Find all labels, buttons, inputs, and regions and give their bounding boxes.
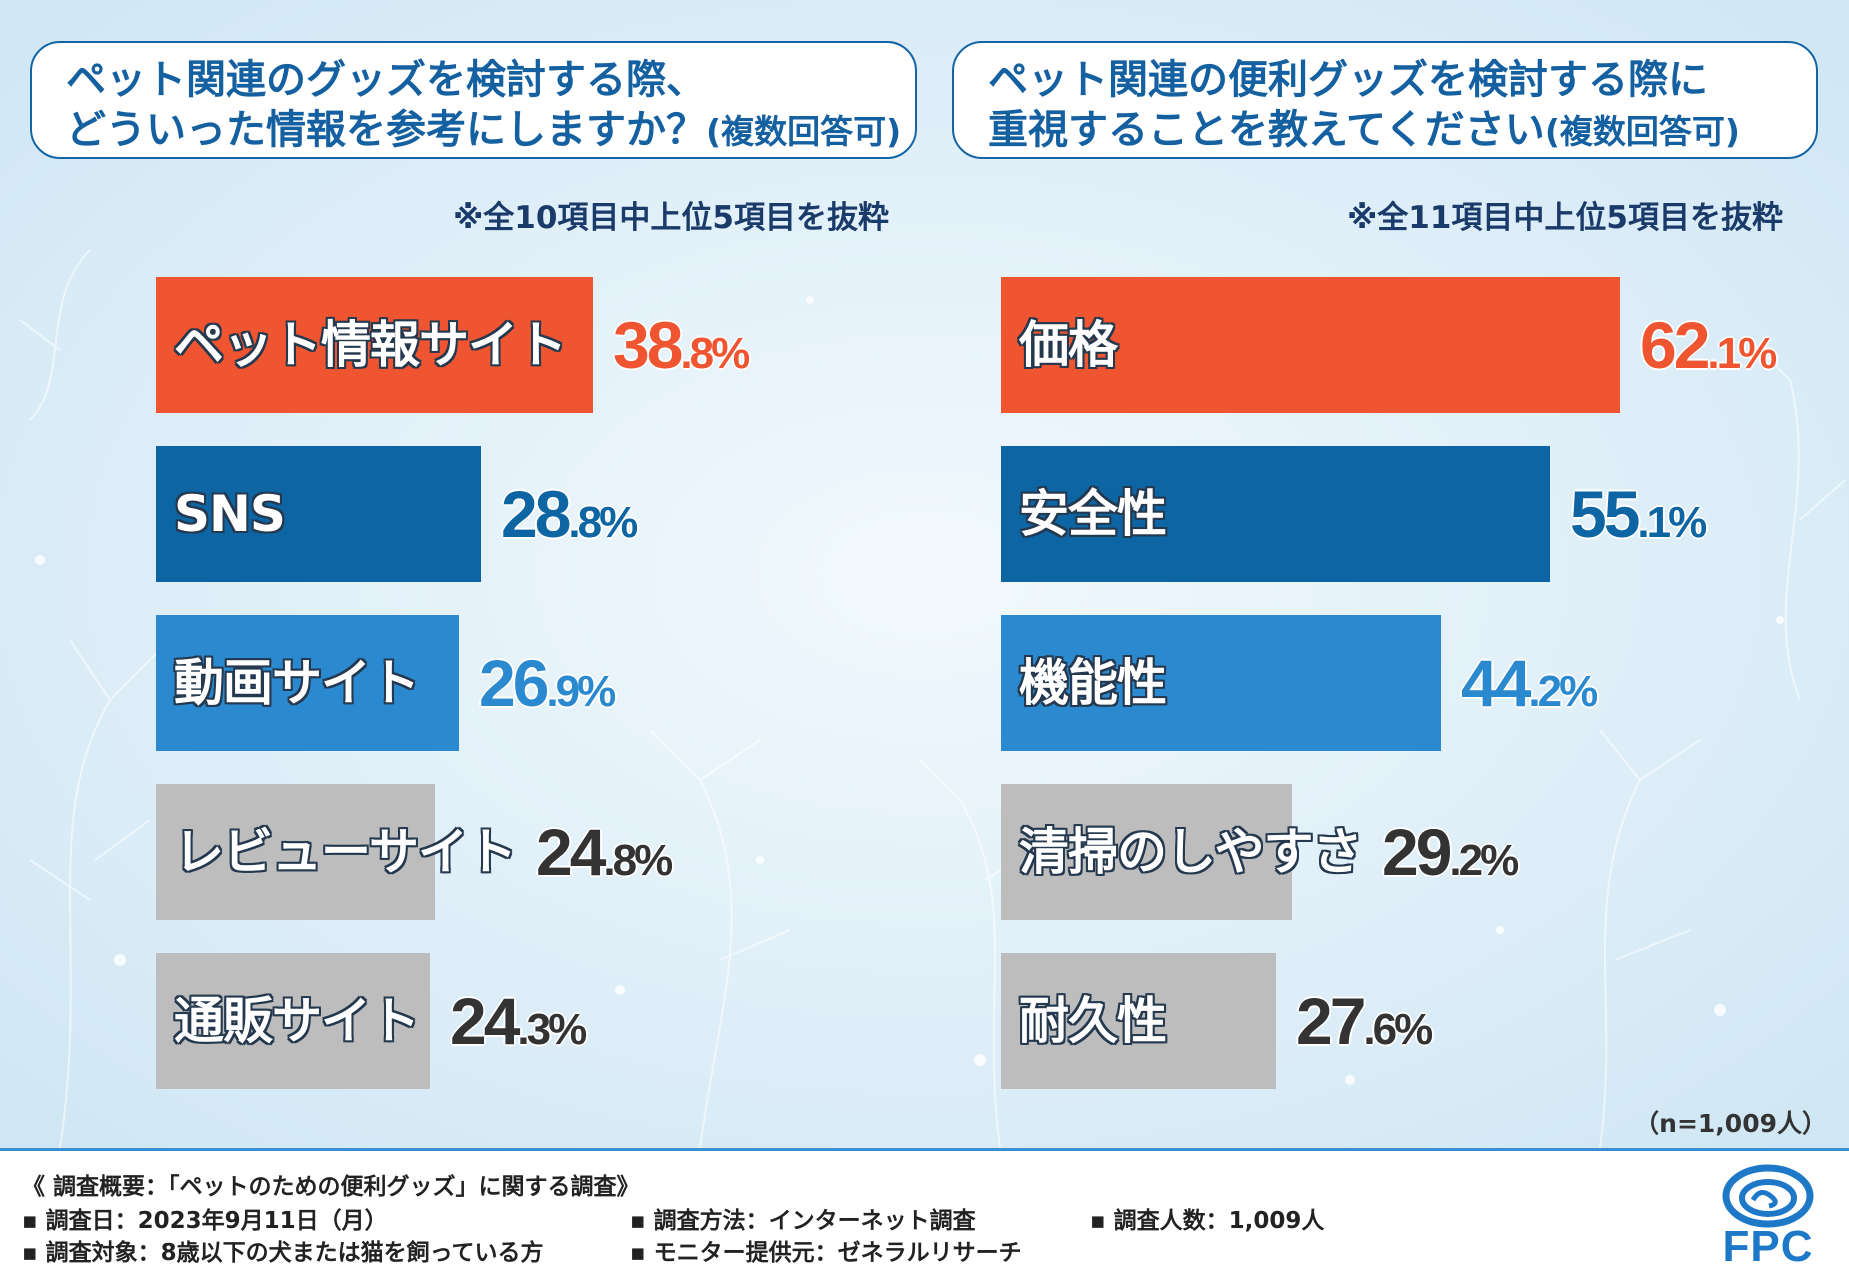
right-bar-2 [1001,446,1550,582]
right-bar-label-3: 機能性 [1019,654,1167,712]
left-bar-value-int-3: 26 [479,646,549,720]
right-bar-label-4: 清掃のしやすさ [1019,823,1362,881]
right-bar-1 [1001,277,1620,413]
right-bar-value-2: 55.1% [1570,446,1707,582]
left-bar-value-dec-5: .3% [517,1005,587,1054]
right-bar-chart: 価格 62.1% 安全性 55.1% 機能性 44.2% 清掃のしやすさ 29.2% 耐久性 27… [1001,277,1777,1089]
fpc-logo-text: FPC [1722,1222,1814,1271]
survey-target: ▪ 調査対象：8歳以下の犬または猫を飼っている方 [22,1240,544,1266]
right-bar-value-int-4: 29 [1382,815,1452,889]
left-bar-value-1: 38.8% [613,277,750,413]
survey-footer: 《 調査概要：「ペットのための便利グッズ」に関する調査》 ▪ 調査日：2023年… [0,1148,1849,1283]
left-bar-value-4: 24.8% [536,784,673,920]
left-question-box: ペット関連のグッズを検討する際、 どういった情報を参考にしますか？(複数回答可) [30,41,917,159]
left-bar-5 [156,953,430,1089]
left-question-text: どういった情報を参考にしますか？ [66,107,706,153]
left-question-suffix: (複数回答可) [706,112,902,151]
right-bar-label-2: 安全性 [1019,485,1167,543]
right-bar-value-int-5: 27 [1296,984,1366,1058]
left-question-line1: ペット関連のグッズを検討する際、 [66,57,706,103]
left-bar-value-int-1: 38 [613,308,683,382]
fpc-logo: FPC [1709,1160,1827,1272]
right-bar-label-1: 価格 [1019,316,1118,374]
left-bar-4 [156,784,435,920]
right-bar-5 [1001,953,1276,1089]
left-bar-label-5: 通販サイト [174,992,420,1050]
left-bar-label-4: レビューサイト [174,823,517,881]
left-question-line2: どういった情報を参考にしますか？(複数回答可) [66,105,915,157]
left-bar-label-3: 動画サイト [174,654,420,712]
right-bar-3 [1001,615,1441,751]
right-question-line1: ペット関連の便利グッズを検討する際に [988,57,1708,103]
left-bar-value-5: 24.3% [450,953,587,1089]
left-bar-value-int-4: 24 [536,815,606,889]
left-bar-3 [156,615,459,751]
survey-provider: ▪ モニター提供元：ゼネラルリサーチ [630,1240,1022,1266]
right-bar-value-int-2: 55 [1570,477,1640,551]
left-bar-value-dec-1: .8% [680,329,750,378]
left-bar-value-2: 28.8% [501,446,638,582]
survey-count: ▪ 調査人数：1,009人 [1090,1208,1325,1234]
fpc-logo-icon [1722,1164,1814,1228]
right-note: ※全11項目中上位5項目を抜粋 [1347,200,1783,236]
left-bar-2 [156,446,481,582]
left-bar-label-2: SNS [174,485,286,543]
right-bar-value-int-3: 44 [1461,646,1531,720]
right-bar-4 [1001,784,1292,920]
right-bar-value-dec-4: .2% [1449,836,1519,885]
left-note: ※全10項目中上位5項目を抜粋 [453,200,889,236]
right-question-line2: 重視することを教えてください(複数回答可) [988,105,1816,157]
left-bar-value-dec-3: .9% [546,667,616,716]
right-bar-value-dec-3: .2% [1528,667,1598,716]
right-bar-value-dec-2: .1% [1637,498,1707,547]
right-bar-value-dec-1: .1% [1707,329,1777,378]
right-bar-value-4: 29.2% [1382,784,1519,920]
left-bar-1 [156,277,593,413]
survey-date: ▪ 調査日：2023年9月11日（月） [22,1208,388,1234]
left-bar-value-dec-4: .8% [603,836,673,885]
right-bar-value-5: 27.6% [1296,953,1433,1089]
right-bar-value-1: 62.1% [1640,277,1777,413]
left-bar-value-3: 26.9% [479,615,616,751]
left-bar-label-1: ペット情報サイト [174,316,567,374]
survey-method: ▪ 調査方法：インターネット調査 [630,1208,976,1234]
right-question-box: ペット関連の便利グッズを検討する際に 重視することを教えてください(複数回答可) [952,41,1818,159]
right-question-suffix: (複数回答可) [1544,112,1740,151]
right-bar-value-dec-5: .6% [1363,1005,1433,1054]
left-bar-value-int-2: 28 [501,477,571,551]
right-question-text: 重視することを教えてください [988,107,1545,153]
survey-heading: 《 調査概要：「ペットのための便利グッズ」に関する調査》 [22,1174,640,1200]
sample-size-note: （n=1,009人） [1634,1109,1827,1138]
left-bar-value-int-5: 24 [450,984,520,1058]
right-bar-label-5: 耐久性 [1019,992,1167,1050]
left-bar-chart: ペット情報サイト 38.8% SNS 28.8% 動画サイト 26.9% レビューサイト 24… [156,277,750,1089]
right-bar-value-int-1: 62 [1640,308,1710,382]
right-bar-value-3: 44.2% [1461,615,1598,751]
left-bar-value-dec-2: .8% [568,498,638,547]
